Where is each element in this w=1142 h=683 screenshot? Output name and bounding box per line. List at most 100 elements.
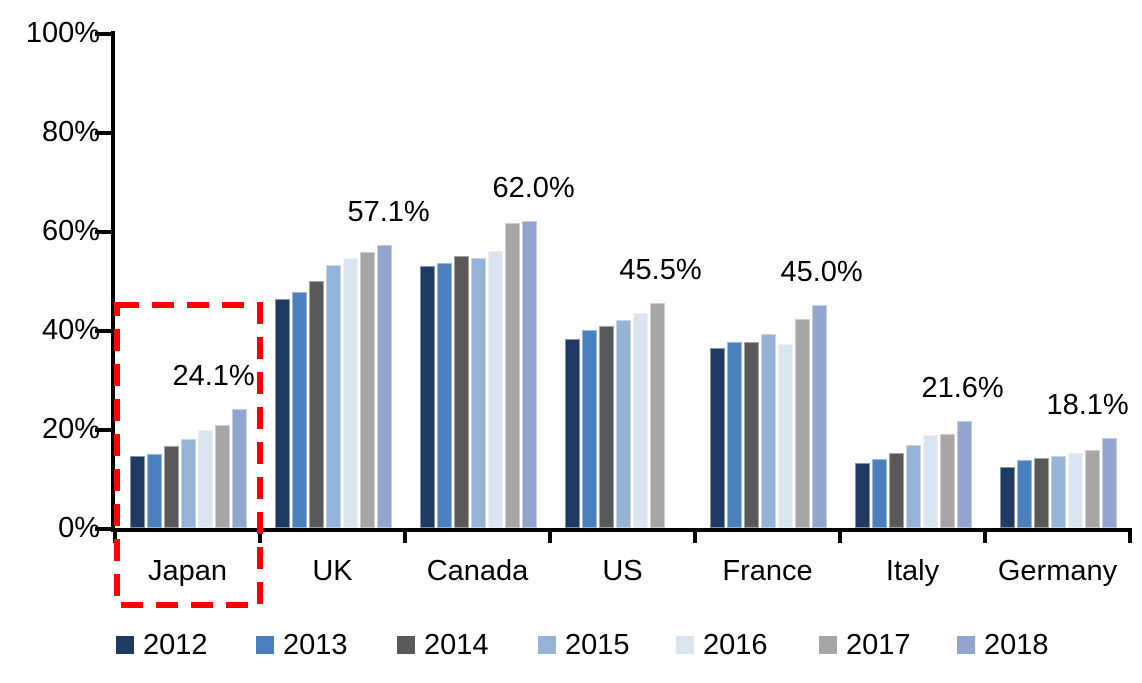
bar-2012-Italy: [855, 462, 870, 528]
bar-2016-Canada: [488, 250, 503, 528]
legend-label: 2016: [703, 629, 768, 661]
bar-2012-Germany: [1000, 467, 1015, 528]
bar-2013-UK: [292, 291, 307, 528]
data-label-canada: 62.0%: [492, 172, 575, 205]
bar-2018-France: [812, 305, 827, 528]
legend-swatch-icon: [538, 636, 556, 654]
x-category-label-us: US: [602, 555, 643, 587]
legend-swatch-icon: [116, 636, 134, 654]
bar-2018-Italy: [957, 421, 972, 528]
bar-2014-France: [744, 342, 759, 528]
y-tick-label: 40%: [41, 314, 100, 346]
legend-swatch-icon: [957, 636, 975, 654]
x-tick-mark: [113, 528, 117, 543]
bar-2017-Canada: [505, 222, 520, 528]
bar-2015-Germany: [1051, 455, 1066, 528]
y-tick-label: 20%: [41, 413, 100, 445]
y-tick-mark: [95, 428, 111, 432]
legend-swatch-icon: [819, 636, 837, 654]
y-tick-label: 80%: [41, 116, 100, 148]
data-label-us: 45.5%: [619, 253, 702, 286]
bar-2016-UK: [343, 257, 358, 528]
bar-2016-France: [778, 343, 793, 528]
legend-item-2017: 2017: [819, 628, 911, 662]
bar-2012-UK: [275, 299, 290, 528]
legend-label: 2014: [424, 629, 489, 661]
legend-label: 2012: [143, 629, 208, 661]
bar-2015-France: [761, 334, 776, 528]
bar-2014-Japan: [164, 446, 179, 528]
bar-2017-Germany: [1085, 450, 1100, 528]
bar-2015-US: [616, 320, 631, 528]
data-label-france: 45.0%: [780, 256, 863, 289]
bar-2013-Canada: [437, 263, 452, 528]
legend-swatch-icon: [676, 636, 694, 654]
bar-2013-Japan: [147, 453, 162, 528]
bar-2013-Germany: [1017, 459, 1032, 528]
bar-2018-Germany: [1102, 438, 1117, 528]
bar-2013-US: [582, 330, 597, 528]
legend-label: 2015: [565, 629, 630, 661]
legend-item-2014: 2014: [397, 628, 489, 662]
legend-label: 2017: [846, 629, 911, 661]
bar-2017-UK: [360, 252, 375, 528]
x-tick-mark: [693, 528, 697, 543]
bar-2015-Japan: [181, 439, 196, 528]
x-tick-mark: [258, 528, 262, 543]
bar-2014-Italy: [889, 452, 904, 528]
bar-2017-France: [795, 318, 810, 528]
y-tick-mark: [95, 32, 111, 36]
legend-item-2012: 2012: [116, 628, 208, 662]
x-axis-line: [111, 528, 1132, 532]
bar-2014-UK: [309, 280, 324, 528]
data-label-japan: 24.1%: [172, 359, 255, 392]
x-category-label-uk: UK: [312, 555, 353, 587]
y-axis-line: [111, 31, 115, 532]
bar-2015-UK: [326, 264, 341, 528]
bar-2016-Italy: [923, 435, 938, 528]
legend-item-2013: 2013: [256, 628, 348, 662]
x-category-label-germany: Germany: [997, 555, 1118, 587]
bar-2016-Japan: [198, 429, 213, 528]
y-tick-mark: [95, 329, 111, 333]
y-tick-label: 100%: [25, 17, 100, 49]
bar-2018-Japan: [232, 408, 247, 528]
bar-2012-Japan: [130, 456, 145, 528]
bar-2013-France: [727, 342, 742, 528]
bar-2018-Canada: [522, 221, 537, 528]
y-tick-mark: [95, 527, 111, 531]
x-tick-mark: [1128, 528, 1132, 543]
bar-2012-Canada: [420, 266, 435, 528]
bar-2015-Canada: [471, 258, 486, 528]
bar-2014-Germany: [1034, 457, 1049, 528]
legend-label: 2013: [283, 629, 348, 661]
bar-2017-US: [650, 302, 665, 528]
legend-label: 2018: [984, 629, 1049, 661]
y-tick-mark: [95, 230, 111, 234]
bar-2016-US: [633, 312, 648, 528]
y-tick-mark: [95, 131, 111, 135]
x-tick-mark: [403, 528, 407, 543]
legend-swatch-icon: [256, 636, 274, 654]
bar-2012-US: [565, 338, 580, 528]
y-tick-label: 60%: [41, 215, 100, 247]
bar-2017-Japan: [215, 425, 230, 528]
x-category-label-canada: Canada: [426, 555, 529, 587]
bar-2016-Germany: [1068, 452, 1083, 528]
bar-2015-Italy: [906, 445, 921, 528]
x-category-label-japan: Japan: [147, 555, 227, 587]
bar-2014-US: [599, 325, 614, 528]
legend-item-2016: 2016: [676, 628, 768, 662]
y-tick-label: 0%: [58, 512, 100, 544]
x-tick-mark: [548, 528, 552, 543]
data-label-germany: 18.1%: [1046, 389, 1129, 422]
bar-2014-Canada: [454, 256, 469, 528]
data-label-uk: 57.1%: [347, 196, 430, 229]
legend-item-2018: 2018: [957, 628, 1049, 662]
data-label-italy: 21.6%: [921, 372, 1004, 405]
legend-item-2015: 2015: [538, 628, 630, 662]
x-tick-mark: [983, 528, 987, 543]
bar-2017-Italy: [940, 433, 955, 528]
bar-2013-Italy: [872, 458, 887, 528]
